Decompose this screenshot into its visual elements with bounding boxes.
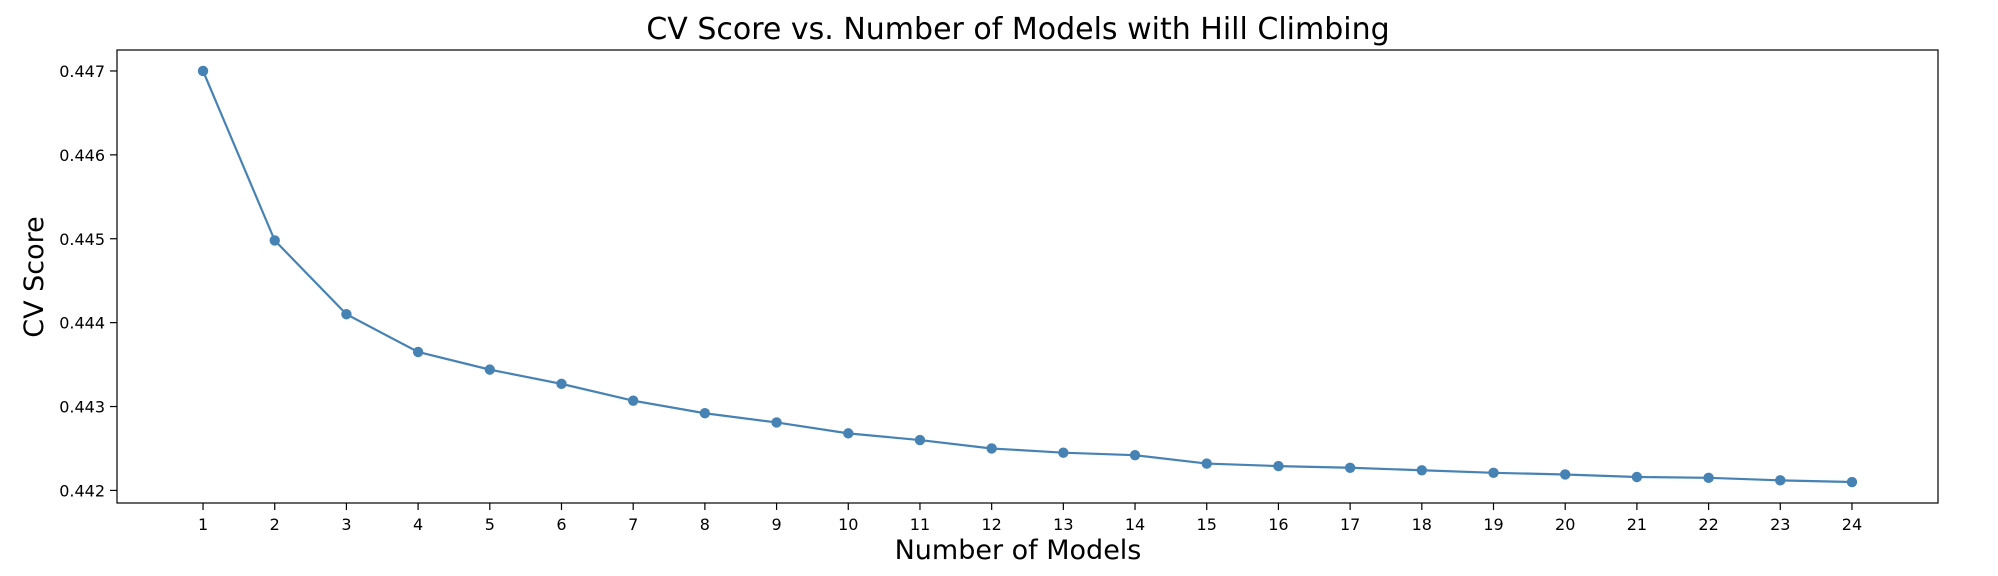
x-tick-label: 16 — [1268, 515, 1288, 534]
x-tick-label: 2 — [270, 515, 280, 534]
x-tick-label: 5 — [485, 515, 495, 534]
x-tick-label: 8 — [700, 515, 710, 534]
x-tick-label: 24 — [1842, 515, 1862, 534]
data-point — [1703, 472, 1714, 484]
data-point — [269, 235, 280, 246]
data-point — [484, 364, 496, 375]
y-tick-label: 0.447 — [59, 62, 105, 81]
x-axis-label: Number of Models — [895, 535, 1142, 566]
x-tick-label: 9 — [771, 515, 781, 534]
data-point — [197, 65, 209, 77]
series-points — [197, 65, 1858, 488]
y-axis-label: CV Score — [19, 216, 50, 338]
data-point — [341, 309, 352, 320]
axes-frame — [116, 49, 1939, 504]
x-tick-label: 18 — [1412, 515, 1432, 534]
x-tick-label: 21 — [1627, 515, 1647, 534]
x-tick-label: 15 — [1197, 515, 1217, 534]
y-tick-label: 0.444 — [59, 314, 105, 333]
x-tick-label: 11 — [910, 515, 930, 534]
data-point — [986, 443, 997, 454]
x-tick-label: 12 — [981, 515, 1001, 534]
data-point — [627, 395, 639, 406]
data-point — [412, 346, 424, 358]
x-tick-label: 14 — [1125, 515, 1145, 534]
data-point — [771, 417, 782, 428]
data-point — [1416, 465, 1428, 476]
data-point — [1344, 462, 1356, 473]
x-tick-label: 17 — [1340, 515, 1360, 534]
x-tick-label: 3 — [341, 515, 351, 534]
data-point — [699, 408, 711, 419]
data-point — [1201, 458, 1212, 469]
y-tick-label: 0.446 — [59, 146, 105, 165]
data-point — [1775, 475, 1786, 486]
data-point — [1846, 476, 1858, 488]
data-point — [1559, 469, 1571, 480]
data-point — [556, 378, 567, 390]
data-point — [1631, 471, 1643, 483]
x-tick-label: 7 — [628, 515, 638, 534]
y-tick-label: 0.442 — [59, 481, 105, 500]
x-tick-label: 19 — [1483, 515, 1503, 534]
data-point — [1488, 467, 1499, 478]
x-tick-label: 6 — [556, 515, 566, 534]
data-point — [843, 428, 854, 439]
x-tick-label: 20 — [1555, 515, 1575, 534]
data-point — [1129, 449, 1141, 461]
chart-title: CV Score vs. Number of Models with Hill … — [646, 12, 1389, 47]
x-tick-label: 23 — [1770, 515, 1790, 534]
x-tick-label: 4 — [413, 515, 423, 534]
x-tick-label: 1 — [198, 515, 208, 534]
data-point — [914, 434, 926, 446]
y-axis-ticks: 0.442 0.443 0.444 0.445 0.446 0.447 — [59, 62, 117, 500]
x-axis-ticks: 1 2 3 4 5 6 7 8 9 10 11 12 13 14 15 16 17 18 19 20 21 22 23 24 — [198, 503, 1862, 534]
x-tick-label: 10 — [838, 515, 858, 534]
data-point — [1058, 447, 1069, 458]
series-line — [202, 70, 1852, 484]
data-point — [1273, 460, 1284, 472]
y-tick-label: 0.445 — [59, 230, 105, 249]
x-tick-label: 13 — [1053, 515, 1073, 534]
y-tick-label: 0.443 — [59, 398, 105, 417]
x-tick-label: 22 — [1698, 515, 1718, 534]
